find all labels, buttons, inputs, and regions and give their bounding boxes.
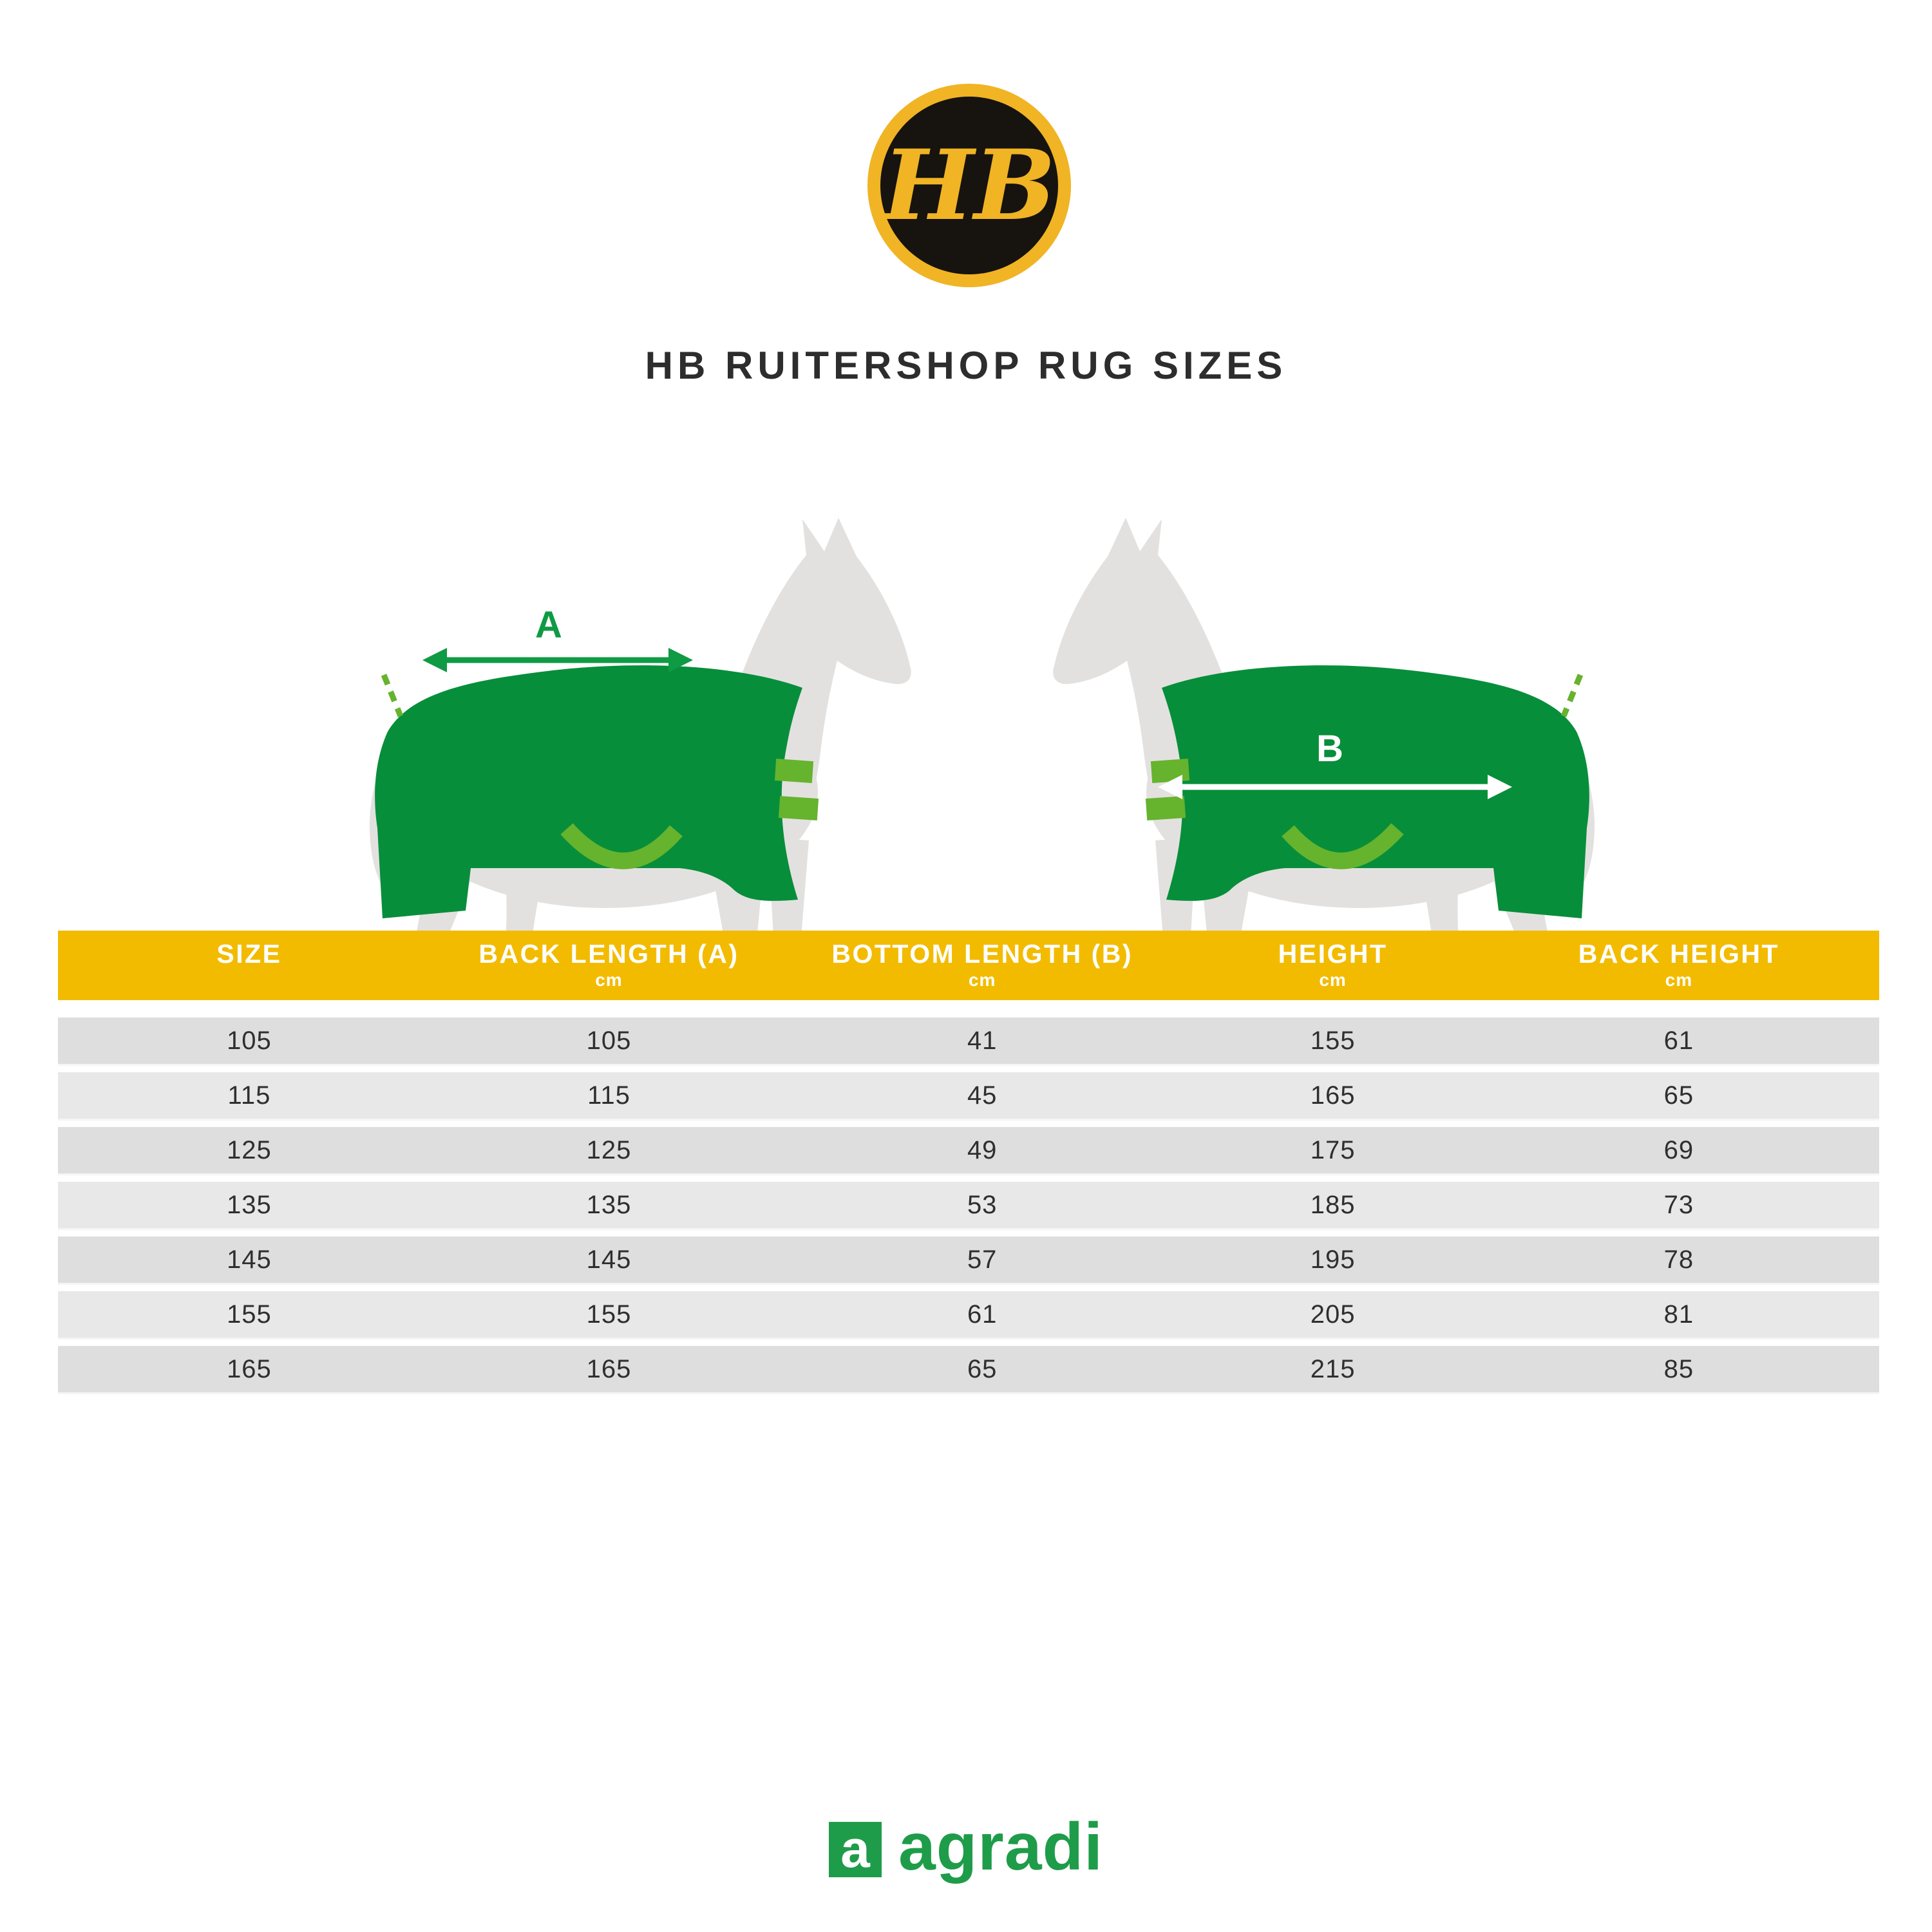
- column-unit: cm: [1665, 969, 1693, 990]
- column-header-bottom-length: BOTTOM LENGTH (B) cm: [777, 931, 1187, 1000]
- cell-size: 115: [227, 1081, 271, 1110]
- agradi-mark-icon: a: [828, 1822, 882, 1877]
- cell-back-length: 165: [586, 1354, 632, 1383]
- cell-back-length: 125: [586, 1135, 632, 1164]
- column-label: BOTTOM LENGTH (B): [831, 939, 1133, 969]
- column-header-height: HEIGHT cm: [1187, 931, 1478, 1000]
- column-unit: cm: [968, 969, 996, 990]
- horse-rug: [1162, 665, 1589, 918]
- measure-label-b: B: [1316, 728, 1343, 770]
- cell-back-height: 65: [1663, 1081, 1694, 1110]
- cell-back-length: 135: [586, 1190, 632, 1219]
- table-row: 145 145 57 195 78: [58, 1236, 1879, 1283]
- cell-size: 125: [227, 1135, 272, 1164]
- cell-bottom-length: 65: [967, 1354, 998, 1383]
- table-row: 155 155 61 205 81: [58, 1291, 1879, 1338]
- column-unit: cm: [595, 969, 623, 990]
- horse-rug: [375, 665, 802, 918]
- table-header-row: SIZE BACK LENGTH (A) cm BOTTOM LENGTH (B…: [58, 931, 1879, 1000]
- measure-arrow-b: B: [1158, 728, 1512, 799]
- table-row: 125 125 49 175 69: [58, 1127, 1879, 1173]
- table-row: 115 115 45 165 65: [58, 1072, 1879, 1119]
- page-title: HB RUITERSHOP RUG SIZES: [645, 344, 1287, 387]
- belly-strap: [1282, 823, 1404, 869]
- horse-diagram-back-length: A: [370, 518, 911, 974]
- logo-disc: [880, 97, 1058, 274]
- cell-back-length: 115: [587, 1081, 630, 1110]
- cell-bottom-length: 53: [967, 1190, 998, 1219]
- cell-bottom-length: 41: [967, 1026, 998, 1055]
- column-header-back-length: BACK LENGTH (A) cm: [440, 931, 777, 1000]
- size-table: SIZE BACK LENGTH (A) cm BOTTOM LENGTH (B…: [58, 931, 1879, 1401]
- table-row: 105 105 41 155 61: [58, 1018, 1879, 1064]
- cell-height: 195: [1310, 1245, 1356, 1274]
- cell-back-height: 85: [1663, 1354, 1694, 1383]
- agradi-logo: a agradi: [0, 1814, 1932, 1886]
- chest-straps: [774, 759, 819, 821]
- cell-height: 165: [1310, 1081, 1356, 1110]
- agradi-mark-letter: a: [840, 1822, 871, 1877]
- cell-size: 155: [227, 1300, 272, 1329]
- cell-bottom-length: 61: [967, 1300, 998, 1329]
- belly-strap: [560, 823, 683, 869]
- cell-bottom-length: 45: [967, 1081, 998, 1110]
- column-header-size: SIZE: [58, 931, 440, 1000]
- measure-arrow-a: A: [422, 604, 693, 672]
- cell-back-height: 81: [1663, 1300, 1694, 1329]
- cell-height: 155: [1310, 1026, 1356, 1055]
- cell-back-height: 61: [1663, 1026, 1694, 1055]
- column-unit: cm: [1319, 969, 1347, 990]
- measure-label-a: A: [535, 604, 562, 646]
- column-label: HEIGHT: [1278, 939, 1388, 969]
- cell-back-height: 73: [1663, 1190, 1694, 1219]
- cell-size: 165: [227, 1354, 272, 1383]
- cell-back-height: 69: [1663, 1135, 1694, 1164]
- chest-straps: [1145, 759, 1190, 821]
- cell-size: 135: [227, 1190, 272, 1219]
- column-label: BACK LENGTH (A): [478, 939, 739, 969]
- cell-height: 205: [1310, 1300, 1356, 1329]
- column-label: BACK HEIGHT: [1578, 939, 1779, 969]
- cell-size: 105: [227, 1026, 272, 1055]
- table-row: 165 165 65 215 85: [58, 1346, 1879, 1392]
- logo-monogram: HB: [880, 129, 1056, 242]
- cell-back-length: 105: [586, 1026, 632, 1055]
- table-body: 105 105 41 155 61 115 115 45 165 65 125 …: [58, 1018, 1879, 1392]
- cell-height: 185: [1310, 1190, 1356, 1219]
- table-row: 135 135 53 185 73: [58, 1182, 1879, 1228]
- cell-size: 145: [227, 1245, 272, 1274]
- column-header-back-height: BACK HEIGHT cm: [1479, 931, 1879, 1000]
- rug-seam-dashes: [1560, 674, 1584, 717]
- cell-bottom-length: 49: [967, 1135, 998, 1164]
- column-label: SIZE: [216, 939, 282, 969]
- cell-height: 175: [1310, 1135, 1356, 1164]
- cell-bottom-length: 57: [967, 1245, 998, 1274]
- cell-back-length: 145: [586, 1245, 632, 1274]
- cell-back-height: 78: [1663, 1245, 1694, 1274]
- horse-diagram-bottom-length: B: [1053, 518, 1595, 974]
- hb-logo: HB: [867, 84, 1071, 287]
- agradi-wordmark: agradi: [898, 1810, 1104, 1884]
- rug-seam-dashes: [381, 674, 404, 717]
- cell-height: 215: [1310, 1354, 1356, 1383]
- cell-back-length: 155: [586, 1300, 632, 1329]
